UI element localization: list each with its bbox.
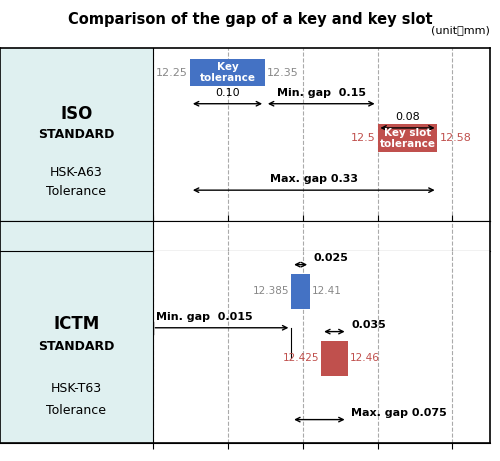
Text: ISO: ISO bbox=[60, 105, 92, 123]
Bar bbox=[190, 59, 265, 87]
Text: 12.5: 12.5 bbox=[350, 133, 375, 143]
Text: Min. gap  0.015: Min. gap 0.015 bbox=[156, 312, 253, 322]
Text: 12.58: 12.58 bbox=[440, 133, 472, 143]
Text: Min. gap  0.15: Min. gap 0.15 bbox=[277, 88, 366, 98]
Text: ICTM: ICTM bbox=[53, 315, 100, 333]
Text: Tolerance: Tolerance bbox=[46, 185, 106, 198]
Text: Key slot
tolerance: Key slot tolerance bbox=[380, 128, 436, 149]
Bar bbox=[321, 341, 347, 376]
Text: Comparison of the gap of a key and key slot: Comparison of the gap of a key and key s… bbox=[68, 12, 432, 27]
Text: 12.425: 12.425 bbox=[282, 354, 319, 363]
Text: 0.10: 0.10 bbox=[215, 88, 240, 98]
Text: 12.35: 12.35 bbox=[267, 68, 299, 77]
Text: Max. gap 0.33: Max. gap 0.33 bbox=[270, 174, 358, 184]
Text: 12.46: 12.46 bbox=[350, 354, 380, 363]
Text: STANDARD: STANDARD bbox=[38, 128, 115, 142]
Text: 12.25: 12.25 bbox=[156, 68, 188, 77]
Text: 12.41: 12.41 bbox=[312, 286, 342, 296]
Bar bbox=[291, 274, 310, 309]
Text: (unit：mm): (unit：mm) bbox=[431, 25, 490, 35]
Bar bbox=[378, 124, 438, 152]
Text: 12.385: 12.385 bbox=[252, 286, 289, 296]
Text: Key
tolerance: Key tolerance bbox=[200, 62, 256, 83]
Text: HSK-A63: HSK-A63 bbox=[50, 166, 102, 179]
Text: Tolerance: Tolerance bbox=[46, 403, 106, 417]
Text: Max. gap 0.075: Max. gap 0.075 bbox=[351, 408, 447, 418]
Text: HSK-T63: HSK-T63 bbox=[50, 383, 102, 396]
Text: STANDARD: STANDARD bbox=[38, 340, 115, 354]
Text: 0.025: 0.025 bbox=[314, 253, 348, 263]
Text: 0.08: 0.08 bbox=[395, 112, 420, 122]
Text: 0.035: 0.035 bbox=[351, 319, 386, 330]
